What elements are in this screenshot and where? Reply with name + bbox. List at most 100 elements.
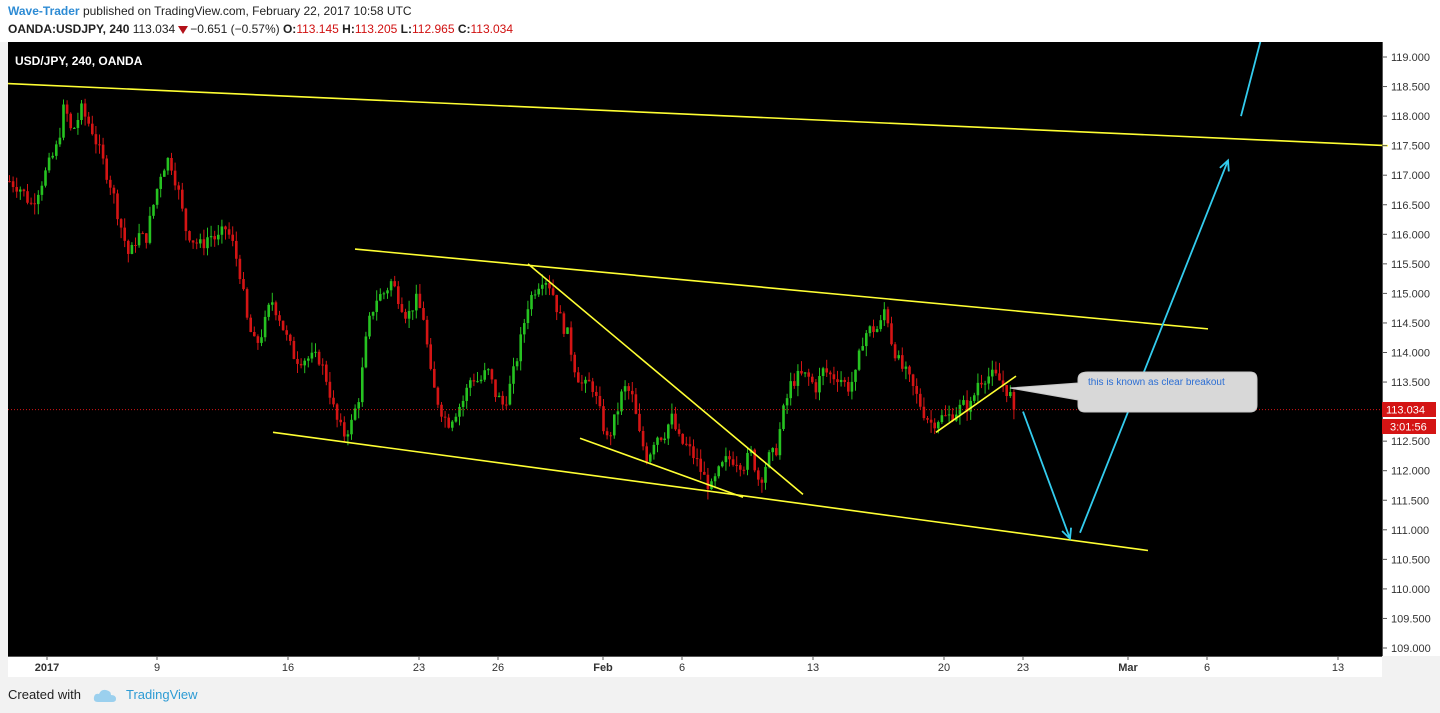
- candle-body: [274, 302, 278, 316]
- candle-body: [598, 395, 602, 407]
- candle-body: [699, 458, 702, 472]
- candle-body: [659, 437, 663, 441]
- candle-body: [767, 452, 771, 467]
- candle-body: [735, 464, 738, 466]
- candle-body: [584, 379, 587, 384]
- candle-body: [40, 185, 44, 195]
- trendline[interactable]: [935, 375, 1017, 433]
- price-tick-label: 112.500: [1391, 436, 1430, 448]
- candle-body: [8, 181, 11, 183]
- candle-body: [400, 304, 404, 312]
- published-text: published on TradingView.com, February 2…: [82, 4, 412, 18]
- tradingview-link[interactable]: TradingView: [126, 687, 198, 702]
- tradingview-cloud-icon: [93, 689, 116, 702]
- candle-body: [433, 368, 436, 388]
- candle-body: [724, 456, 728, 463]
- candle-body: [861, 346, 864, 351]
- candle-body: [623, 386, 627, 392]
- candle-body: [706, 474, 710, 490]
- candle-body: [987, 376, 990, 384]
- candle-body: [109, 179, 112, 188]
- candle-body: [472, 380, 476, 382]
- candle-body: [577, 372, 580, 383]
- candle-body: [163, 170, 166, 177]
- trendline[interactable]: [527, 263, 804, 495]
- countdown-text: 3:01:56: [1390, 422, 1427, 434]
- candle-body: [681, 433, 684, 444]
- annotation-callout[interactable]: this is known as clear breakout: [1009, 371, 1258, 413]
- candle-body: [901, 355, 904, 369]
- candle-body: [73, 127, 76, 129]
- candle-body: [757, 470, 760, 480]
- candle-body: [825, 368, 828, 373]
- candle-body: [105, 158, 108, 180]
- candle-body: [51, 155, 54, 158]
- candle-body: [631, 390, 634, 395]
- candle-body: [627, 386, 630, 391]
- candle-body: [375, 300, 378, 312]
- trendline[interactable]: [354, 248, 1209, 330]
- candle-body: [908, 366, 911, 375]
- candle-body: [857, 350, 861, 370]
- time-tick-label: 20: [938, 662, 950, 674]
- candle-body: [616, 411, 620, 415]
- candle-body: [407, 310, 411, 319]
- last-price-tag: 113.034: [1382, 402, 1436, 417]
- candle-body: [361, 367, 364, 403]
- candle-body: [181, 189, 184, 209]
- candle-body: [548, 282, 551, 289]
- candle-body: [580, 382, 584, 384]
- candle-body: [465, 387, 468, 401]
- candle-body: [793, 381, 796, 386]
- price-tick-label: 118.500: [1391, 82, 1430, 94]
- author-link[interactable]: Wave-Trader: [8, 4, 80, 18]
- candle-body: [296, 358, 299, 364]
- candle-body: [854, 369, 857, 382]
- low-value: 112.965: [412, 22, 455, 36]
- candle-body: [865, 333, 868, 347]
- trendline[interactable]: [7, 82, 1389, 147]
- candle-body: [425, 319, 429, 345]
- candle-body: [217, 234, 220, 240]
- candle-body: [116, 193, 119, 220]
- candle-body: [573, 354, 576, 373]
- candle-body: [839, 379, 843, 383]
- trendline[interactable]: [579, 437, 744, 499]
- candle-body: [523, 323, 526, 335]
- candle-body: [911, 374, 915, 386]
- candle-body: [1009, 392, 1012, 397]
- time-tick-label: 2017: [35, 662, 59, 674]
- trendline[interactable]: [272, 431, 1149, 552]
- candle-body: [303, 360, 306, 366]
- candle-body: [26, 191, 29, 203]
- time-axis[interactable]: [8, 656, 1382, 677]
- candle-body: [875, 329, 879, 332]
- candle-body: [652, 444, 656, 455]
- candle-body: [555, 294, 558, 313]
- candle-body: [29, 202, 33, 204]
- candle-body: [458, 406, 461, 417]
- candle-body: [638, 413, 641, 431]
- candle-body: [271, 302, 274, 305]
- projection-arrow[interactable]: [1240, 39, 1262, 117]
- candle-body: [33, 203, 36, 205]
- price-axis[interactable]: [1382, 42, 1440, 656]
- countdown-tag: 3:01:56: [1382, 419, 1436, 434]
- last-price: 113.034: [132, 22, 176, 36]
- time-tick-label: 13: [1332, 662, 1344, 674]
- candle-body: [328, 381, 332, 398]
- projection-arrow[interactable]: [1079, 160, 1229, 534]
- symbol-label: OANDA:USDJPY, 240: [8, 22, 130, 36]
- projection-arrow[interactable]: [1022, 411, 1071, 539]
- candle-body: [998, 373, 1001, 381]
- candle-body: [685, 443, 688, 445]
- candle-body: [357, 402, 360, 409]
- candle-body: [566, 327, 569, 334]
- candle-body: [166, 158, 170, 171]
- candle-body: [83, 103, 87, 117]
- price-chart[interactable]: 119.000 118.500 118.000 117.500 117.000 116.5…: [0, 39, 1440, 677]
- candle-body: [814, 382, 818, 393]
- candle-body: [764, 466, 767, 483]
- candle-body: [177, 185, 180, 190]
- candle-body: [515, 361, 519, 367]
